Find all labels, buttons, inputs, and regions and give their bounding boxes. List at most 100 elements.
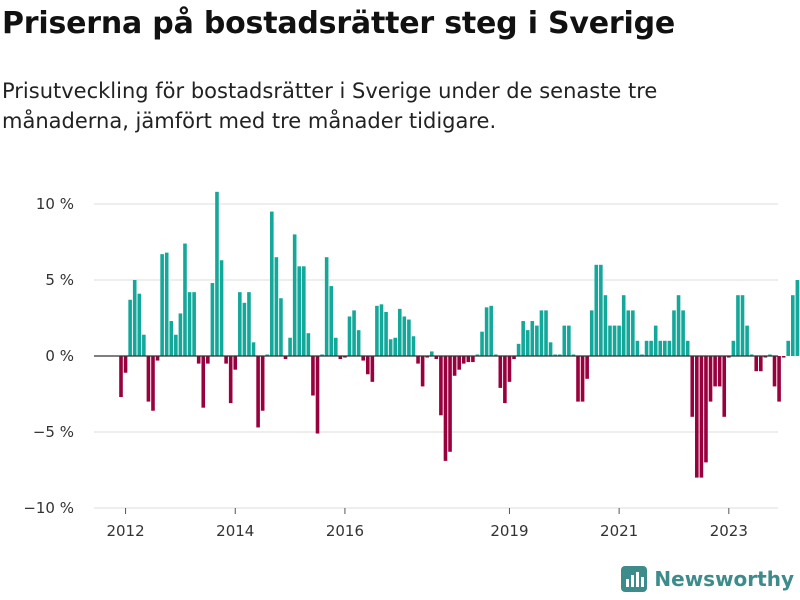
bar xyxy=(631,310,635,356)
bar xyxy=(146,356,151,402)
bar xyxy=(215,191,219,356)
bar xyxy=(589,310,594,356)
x-tick-label: 2021 xyxy=(600,522,638,540)
bar xyxy=(484,307,489,356)
bar xyxy=(361,356,366,361)
bar xyxy=(512,356,516,360)
bar xyxy=(397,308,402,356)
bar xyxy=(274,257,279,356)
bar xyxy=(187,292,192,356)
bar xyxy=(727,356,731,358)
bar xyxy=(790,295,795,356)
bar xyxy=(644,340,649,356)
gridlines xyxy=(94,203,778,509)
bar xyxy=(320,354,324,356)
bar xyxy=(210,283,215,356)
bar xyxy=(713,356,717,387)
bar xyxy=(658,340,663,356)
y-tick-label: 0 % xyxy=(45,347,74,365)
bar xyxy=(795,280,800,356)
bar xyxy=(260,356,265,411)
bar xyxy=(132,280,137,356)
bar xyxy=(356,330,361,356)
bar xyxy=(503,356,507,404)
bar xyxy=(206,356,210,364)
bar xyxy=(553,354,557,356)
bar xyxy=(201,356,206,408)
bar xyxy=(160,254,164,356)
bar xyxy=(443,356,448,461)
x-tick-label: 2023 xyxy=(710,522,748,540)
bar xyxy=(302,266,306,356)
bar xyxy=(407,319,411,356)
bar xyxy=(708,356,713,402)
bar xyxy=(768,354,772,356)
x-tick-label: 2019 xyxy=(490,522,528,540)
bar xyxy=(370,356,375,382)
newsworthy-logo-icon xyxy=(621,566,648,592)
bar xyxy=(288,337,292,356)
bar xyxy=(612,325,617,356)
bar xyxy=(754,356,759,372)
bar xyxy=(580,356,585,402)
bar xyxy=(649,340,653,356)
bar xyxy=(640,354,644,356)
bar xyxy=(192,292,196,356)
bar xyxy=(731,340,736,356)
chart-subtitle: Prisutveckling för bostadsrätter i Sveri… xyxy=(2,79,658,133)
x-tick-label: 2014 xyxy=(216,522,254,540)
bar xyxy=(676,295,681,356)
bar xyxy=(466,356,471,363)
bar xyxy=(251,342,256,356)
bars xyxy=(119,191,800,478)
brand-name: Newsworthy xyxy=(654,567,794,591)
bar xyxy=(685,340,690,356)
bar xyxy=(571,354,576,356)
bar xyxy=(142,334,146,356)
bar xyxy=(137,293,142,356)
bar xyxy=(480,331,484,356)
bar xyxy=(498,356,503,388)
bar xyxy=(544,310,548,356)
bar xyxy=(224,356,228,364)
bar xyxy=(365,356,370,375)
bar xyxy=(603,295,608,356)
chart-title: Priserna på bostadsrätter steg i Sverige xyxy=(2,6,676,41)
bar xyxy=(429,351,434,356)
bar xyxy=(420,356,425,387)
bar xyxy=(777,356,781,402)
bar xyxy=(393,337,397,356)
y-tick-label: −5 % xyxy=(33,423,74,441)
bar xyxy=(626,310,631,356)
bar xyxy=(347,316,352,356)
bar xyxy=(233,356,238,370)
bar xyxy=(507,356,512,382)
bar xyxy=(256,356,260,428)
bar xyxy=(690,356,695,417)
bar xyxy=(333,337,338,356)
bar xyxy=(567,325,571,356)
x-tick-label: 2012 xyxy=(106,522,144,540)
x-tick-label: 2016 xyxy=(326,522,364,540)
bar xyxy=(736,295,740,356)
bar xyxy=(717,356,722,387)
bar xyxy=(283,356,288,360)
bar xyxy=(617,325,621,356)
bar xyxy=(270,211,274,356)
bar xyxy=(548,342,553,356)
bar xyxy=(786,340,791,356)
bar xyxy=(311,356,315,396)
bar xyxy=(457,356,461,370)
bar xyxy=(471,356,475,363)
bar xyxy=(599,264,603,356)
bar xyxy=(745,325,749,356)
bar xyxy=(329,286,334,356)
bar xyxy=(439,356,443,416)
bar xyxy=(338,356,343,360)
bar xyxy=(297,266,302,356)
bar xyxy=(489,305,493,356)
bar xyxy=(343,356,347,358)
bar xyxy=(196,356,201,364)
bar xyxy=(183,243,187,356)
bar xyxy=(384,311,388,356)
